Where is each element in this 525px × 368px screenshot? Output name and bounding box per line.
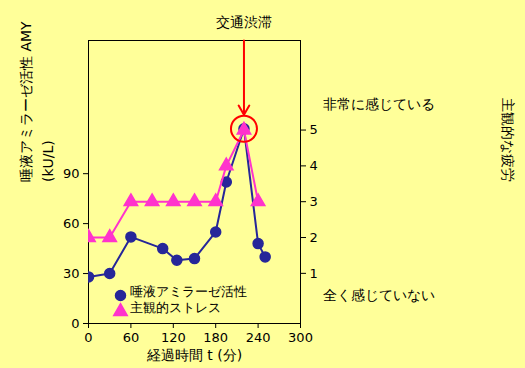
svg-text:経過時間 t (分): 経過時間 t (分) [146, 347, 242, 363]
svg-text:5: 5 [310, 122, 318, 137]
svg-text:非常に感じている: 非常に感じている [323, 96, 435, 112]
svg-text:全く感じていない: 全く感じていない [323, 287, 435, 303]
svg-text:交通渋滞: 交通渋滞 [216, 14, 272, 30]
svg-text:0: 0 [84, 330, 92, 345]
svg-text:0: 0 [71, 316, 79, 331]
svg-text:唾液アミラーゼ活性: 唾液アミラーゼ活性 [130, 284, 247, 299]
svg-text:主観的ストレス: 主観的ストレス [130, 300, 221, 315]
svg-text:4: 4 [310, 158, 318, 173]
svg-text:120: 120 [161, 330, 186, 345]
svg-text:30: 30 [63, 266, 80, 281]
svg-text:唾液アミラーゼ活性 AMY: 唾液アミラーゼ活性 AMY [18, 21, 34, 182]
svg-text:1: 1 [310, 266, 318, 281]
svg-text:240: 240 [246, 330, 271, 345]
svg-text:3: 3 [310, 194, 318, 209]
svg-text:300: 300 [288, 330, 313, 345]
svg-text:60: 60 [63, 216, 80, 231]
svg-text:60: 60 [123, 330, 140, 345]
svg-text:180: 180 [203, 330, 228, 345]
svg-text:(kU/L): (kU/L) [40, 140, 56, 182]
svg-text:主観的な疲労: 主観的な疲労 [500, 98, 516, 182]
svg-text:2: 2 [310, 230, 318, 245]
svg-text:90: 90 [63, 166, 80, 181]
